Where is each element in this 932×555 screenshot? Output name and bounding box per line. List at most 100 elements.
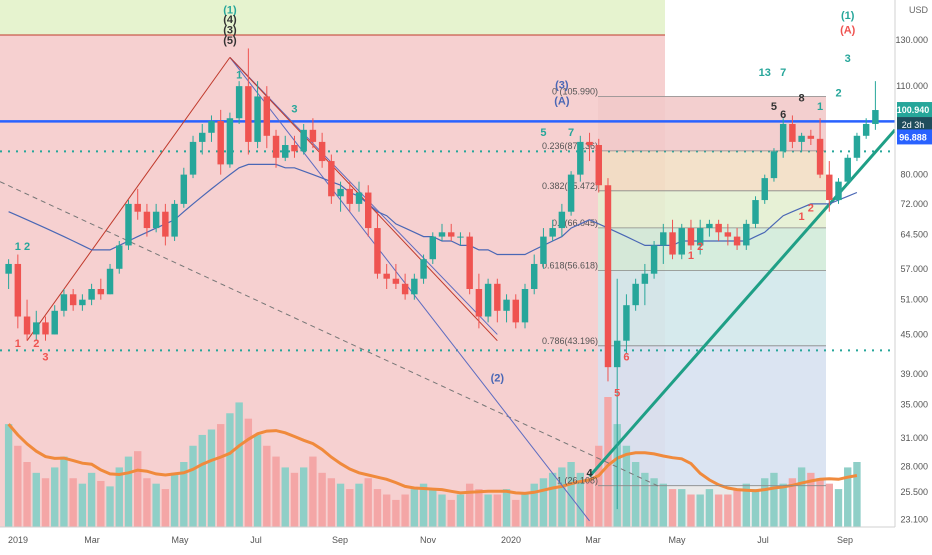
candle-body[interactable] bbox=[134, 203, 141, 212]
candle-body[interactable] bbox=[309, 129, 317, 142]
candle-body[interactable] bbox=[853, 135, 861, 158]
candle-body[interactable] bbox=[180, 174, 188, 204]
candle-body[interactable] bbox=[401, 283, 409, 295]
candle-body[interactable] bbox=[79, 299, 86, 306]
candle-body[interactable] bbox=[577, 141, 584, 175]
candle-body[interactable] bbox=[540, 236, 547, 264]
candle-body[interactable] bbox=[613, 340, 621, 368]
candle-body[interactable] bbox=[272, 135, 280, 158]
candle-body[interactable] bbox=[171, 203, 178, 237]
candle-body[interactable] bbox=[752, 200, 759, 224]
candle-body[interactable] bbox=[374, 228, 381, 274]
candle-body[interactable] bbox=[521, 288, 529, 323]
candle-body[interactable] bbox=[116, 245, 123, 269]
candle-body[interactable] bbox=[420, 259, 427, 279]
candle-body[interactable] bbox=[245, 86, 252, 142]
candle-body[interactable] bbox=[558, 211, 566, 229]
candle-body[interactable] bbox=[660, 232, 667, 246]
candle-body[interactable] bbox=[632, 283, 639, 306]
candle-body[interactable] bbox=[42, 322, 49, 335]
candle-body[interactable] bbox=[484, 283, 492, 317]
candle-body[interactable] bbox=[706, 223, 713, 229]
candle-body[interactable] bbox=[567, 174, 575, 212]
candle-body[interactable] bbox=[789, 123, 796, 142]
candle-body[interactable] bbox=[696, 228, 704, 246]
candle-body[interactable] bbox=[235, 86, 243, 119]
candle-body[interactable] bbox=[328, 161, 335, 197]
candle-body[interactable] bbox=[88, 288, 95, 300]
candle-body[interactable] bbox=[743, 223, 750, 246]
candle-body[interactable] bbox=[429, 236, 437, 260]
candle-body[interactable] bbox=[715, 223, 722, 233]
candle-body[interactable] bbox=[60, 294, 68, 311]
candle-body[interactable] bbox=[337, 188, 344, 197]
candle-body[interactable] bbox=[199, 132, 206, 142]
candle-body[interactable] bbox=[650, 245, 658, 274]
candle-body[interactable] bbox=[365, 192, 372, 229]
candle-body[interactable] bbox=[51, 310, 58, 335]
candle-body[interactable] bbox=[872, 110, 879, 124]
price-tick-label: 35.000 bbox=[900, 399, 928, 409]
candle-body[interactable] bbox=[392, 278, 400, 284]
candle-body[interactable] bbox=[678, 228, 685, 255]
candle-body[interactable] bbox=[595, 145, 602, 186]
volume-bar bbox=[419, 483, 428, 527]
candle-body[interactable] bbox=[844, 157, 851, 182]
candle-body[interactable] bbox=[438, 232, 446, 237]
candle-body[interactable] bbox=[641, 273, 649, 284]
candle-body[interactable] bbox=[125, 203, 132, 246]
candle-body[interactable] bbox=[263, 96, 271, 136]
candle-body[interactable] bbox=[355, 192, 363, 204]
candle-body[interactable] bbox=[14, 263, 22, 317]
candle-body[interactable] bbox=[383, 273, 390, 279]
candle-body[interactable] bbox=[447, 232, 455, 237]
candle-body[interactable] bbox=[687, 228, 695, 246]
candle-body[interactable] bbox=[291, 145, 298, 152]
candle-body[interactable] bbox=[494, 283, 501, 311]
candle-body[interactable] bbox=[226, 118, 234, 165]
candle-body[interactable] bbox=[466, 236, 473, 289]
candle-body[interactable] bbox=[106, 268, 114, 295]
candle-body[interactable] bbox=[5, 263, 12, 274]
candle-body[interactable] bbox=[807, 135, 815, 139]
candle-body[interactable] bbox=[586, 141, 593, 146]
candle-body[interactable] bbox=[254, 96, 261, 142]
candle-body[interactable] bbox=[282, 145, 289, 158]
candle-body[interactable] bbox=[530, 263, 538, 289]
candle-body[interactable] bbox=[23, 316, 31, 335]
candle-body[interactable] bbox=[816, 138, 824, 175]
candle-body[interactable] bbox=[826, 174, 833, 201]
candle-body[interactable] bbox=[97, 288, 105, 295]
candle-body[interactable] bbox=[770, 151, 778, 179]
candle-body[interactable] bbox=[189, 141, 197, 175]
candle-body[interactable] bbox=[733, 236, 741, 246]
candle-body[interactable] bbox=[217, 121, 224, 165]
volume-bar bbox=[23, 462, 31, 527]
candle-body[interactable] bbox=[152, 211, 160, 229]
candle-body[interactable] bbox=[162, 211, 169, 237]
candle-body[interactable] bbox=[33, 322, 40, 335]
candle-body[interactable] bbox=[346, 188, 354, 204]
candle-body[interactable] bbox=[411, 278, 418, 295]
candle-body[interactable] bbox=[724, 232, 732, 237]
candle-body[interactable] bbox=[761, 178, 768, 201]
candle-body[interactable] bbox=[798, 135, 805, 142]
candle-body[interactable] bbox=[318, 141, 326, 162]
candle-body[interactable] bbox=[779, 123, 787, 152]
candle-body[interactable] bbox=[512, 299, 519, 323]
candle-body[interactable] bbox=[208, 121, 215, 133]
candle-body[interactable] bbox=[623, 305, 630, 341]
candle-body[interactable] bbox=[300, 129, 307, 152]
candle-body[interactable] bbox=[835, 181, 842, 201]
candle-body[interactable] bbox=[143, 211, 151, 229]
candle-body[interactable] bbox=[669, 232, 676, 255]
candle-body[interactable] bbox=[549, 228, 556, 237]
candle-body[interactable] bbox=[457, 236, 464, 238]
candle-body[interactable] bbox=[604, 185, 612, 368]
candle-body[interactable] bbox=[475, 288, 483, 317]
candle-body[interactable] bbox=[69, 294, 77, 306]
candle-body[interactable] bbox=[862, 123, 870, 136]
candle-body[interactable] bbox=[503, 299, 510, 311]
